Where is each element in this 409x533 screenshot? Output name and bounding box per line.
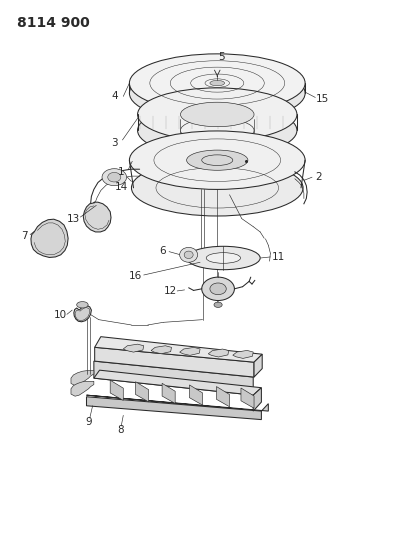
Polygon shape [31, 219, 68, 257]
Ellipse shape [137, 104, 296, 157]
Ellipse shape [108, 172, 121, 182]
Text: 14: 14 [115, 182, 128, 192]
Text: 16: 16 [128, 271, 142, 281]
Text: 2: 2 [315, 172, 321, 182]
Polygon shape [216, 386, 229, 407]
Text: 13: 13 [67, 214, 80, 224]
Ellipse shape [131, 160, 302, 216]
Polygon shape [83, 202, 111, 232]
Polygon shape [253, 387, 261, 411]
Ellipse shape [76, 302, 88, 308]
Polygon shape [94, 337, 262, 362]
Polygon shape [71, 381, 94, 396]
Text: 10: 10 [54, 310, 67, 320]
Text: 15: 15 [315, 93, 328, 103]
Ellipse shape [209, 283, 226, 295]
Polygon shape [74, 305, 91, 322]
Text: 8114 900: 8114 900 [17, 15, 90, 29]
Text: 7: 7 [20, 231, 27, 241]
Ellipse shape [186, 150, 247, 170]
Polygon shape [162, 383, 175, 403]
Ellipse shape [137, 88, 296, 141]
Polygon shape [123, 344, 144, 352]
Polygon shape [86, 395, 267, 411]
Text: 4: 4 [112, 91, 118, 101]
Polygon shape [94, 370, 261, 395]
Ellipse shape [184, 251, 193, 259]
Text: 6: 6 [159, 246, 166, 255]
Polygon shape [179, 348, 200, 356]
Polygon shape [135, 382, 148, 402]
Ellipse shape [180, 118, 254, 143]
Polygon shape [208, 349, 228, 357]
Polygon shape [254, 354, 262, 377]
Ellipse shape [129, 64, 304, 123]
Text: 11: 11 [271, 252, 285, 262]
Polygon shape [110, 380, 123, 400]
Ellipse shape [201, 277, 234, 301]
Text: 5: 5 [218, 52, 224, 61]
Text: 1: 1 [118, 167, 124, 177]
Text: 8: 8 [117, 425, 124, 435]
Ellipse shape [179, 247, 197, 262]
Polygon shape [94, 361, 253, 395]
Text: 3: 3 [111, 138, 117, 148]
Ellipse shape [102, 168, 126, 185]
Ellipse shape [209, 80, 224, 86]
Ellipse shape [180, 102, 254, 127]
Polygon shape [151, 346, 171, 354]
Text: 12: 12 [163, 286, 176, 296]
Ellipse shape [129, 54, 304, 112]
Ellipse shape [206, 253, 240, 263]
Ellipse shape [129, 131, 304, 189]
Polygon shape [240, 388, 254, 408]
Text: 9: 9 [85, 417, 92, 427]
Polygon shape [232, 350, 253, 358]
Polygon shape [86, 397, 261, 419]
Ellipse shape [213, 302, 222, 308]
Polygon shape [71, 370, 94, 385]
Polygon shape [94, 348, 254, 377]
Ellipse shape [186, 246, 260, 270]
Polygon shape [189, 385, 202, 405]
